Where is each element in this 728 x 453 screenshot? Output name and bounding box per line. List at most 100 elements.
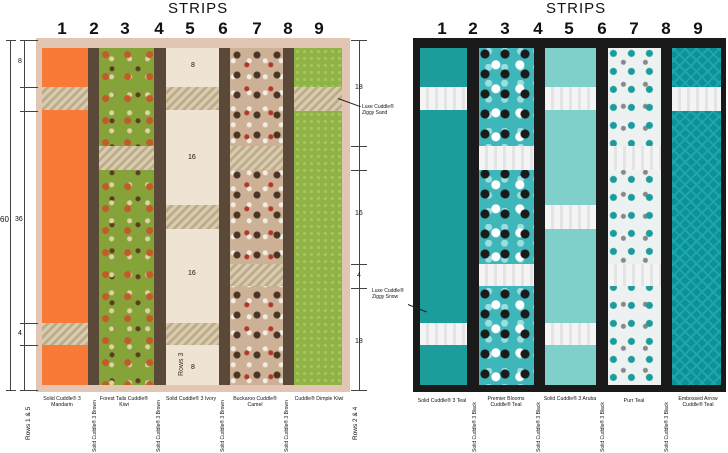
ziggy-snow-band	[545, 87, 596, 110]
strip-brown	[219, 48, 230, 385]
strip-number: 3	[500, 19, 510, 38]
strip-number: 7	[252, 19, 262, 38]
dim-right-18: 18	[355, 338, 363, 345]
dim-tick	[20, 323, 38, 324]
ziggy-sand-band	[230, 264, 283, 286]
strip-number: 2	[468, 19, 478, 38]
dim-tick	[351, 40, 367, 41]
dim-tick	[20, 40, 38, 41]
label-strip-5: Solid Cuddle® 3 Ivory	[165, 396, 217, 402]
strip-number: 1	[437, 19, 447, 38]
dim-right-4: 4	[357, 272, 361, 279]
dim-tick	[20, 390, 38, 391]
dim-center-8: 8	[191, 62, 195, 69]
ziggy-snow-band	[545, 323, 596, 345]
ziggy-sand-band	[99, 146, 154, 170]
dim-tick	[20, 345, 38, 346]
label-strip-2: Solid Cuddle® 3 Black	[472, 402, 478, 452]
ziggy-snow-band	[479, 146, 534, 170]
strip-brown	[88, 48, 99, 385]
dim-center-16: 16	[188, 270, 196, 277]
ziggy-sand-band	[166, 323, 219, 345]
strip-forest-tails	[99, 48, 154, 385]
strip-purr-teal	[608, 48, 661, 385]
ziggy-sand-band	[166, 205, 219, 229]
label-strip-1: Solid Cuddle® 3 Teal	[417, 398, 467, 404]
dim-4: 4	[18, 330, 22, 337]
strip-brown	[283, 48, 294, 385]
strip-brown	[154, 48, 166, 385]
label-strip-8: Solid Cuddle® 3 Brown	[284, 400, 290, 452]
strip-number: 2	[89, 19, 99, 38]
dim-tick	[20, 111, 38, 112]
dim-tick	[6, 40, 16, 41]
label-strip-4: Solid Cuddle® 3 Black	[536, 402, 542, 452]
label-strip-9: Cuddle® Dimple Kiwi	[294, 396, 344, 402]
ziggy-sand-band	[294, 87, 342, 111]
dim-line	[359, 40, 360, 390]
left-title: STRIPS	[168, 0, 229, 17]
ziggy-snow-band	[608, 264, 661, 286]
right-quilt	[413, 38, 726, 392]
dim-tick	[20, 87, 38, 88]
strip-dimple-kiwi	[294, 48, 342, 385]
strip-number: 4	[154, 19, 164, 38]
label-strip-4: Solid Cuddle® 3 Brown	[156, 400, 162, 452]
dim-tick	[6, 390, 16, 391]
label-strip-8: Solid Cuddle® 3 Black	[664, 402, 670, 452]
strip-number: 6	[597, 19, 607, 38]
ziggy-snow-band	[672, 87, 721, 111]
dim-tick	[351, 170, 367, 171]
dim-center-8: 8	[191, 364, 195, 371]
label-strip-3: Forest Tails Cuddle® Kiwi	[99, 396, 149, 408]
dim-line	[10, 40, 11, 390]
strip-number: 8	[283, 19, 293, 38]
dim-center-16: 16	[188, 154, 196, 161]
strip-number: 3	[120, 19, 130, 38]
strip-mandarin	[42, 48, 88, 385]
ziggy-sand-band	[230, 146, 283, 170]
strip-number: 9	[693, 19, 703, 38]
label-strip-2: Solid Cuddle® 3 Brown	[92, 400, 98, 452]
ziggy-snow-band	[545, 205, 596, 229]
strip-embossed-arrow	[672, 48, 721, 385]
dim-tick	[351, 264, 367, 265]
dim-tick	[351, 146, 367, 147]
strip-number: 1	[57, 19, 67, 38]
dim-tick	[351, 288, 367, 289]
label-strip-6: Solid Cuddle® 3 Brown	[220, 400, 226, 452]
ziggy-snow-band	[608, 146, 661, 170]
dim-36: 36	[15, 216, 23, 223]
strip-number: 5	[564, 19, 574, 38]
dim-8: 8	[18, 58, 22, 65]
strip-number: 4	[533, 19, 543, 38]
ziggy-sand-band	[42, 87, 88, 110]
label-strip-3: Premier Blooms Cuddle® Teal	[487, 396, 525, 408]
label-strip-7: Buckaroo Cuddle® Camel	[233, 396, 277, 408]
label-strip-9: Embossed Arrow Cuddle® Teal	[678, 396, 718, 408]
callout-ziggy-snow: Luxe Cuddle® Ziggy Snow	[372, 288, 404, 300]
dim-tick	[351, 390, 367, 391]
strip-number: 6	[218, 19, 228, 38]
strip-number: 5	[185, 19, 195, 38]
label-strip-6: Solid Cuddle® 3 Black	[600, 402, 606, 452]
ziggy-sand-band	[166, 87, 219, 110]
label-strip-7: Purr Teal	[623, 398, 645, 404]
strip-premier-blooms	[479, 48, 534, 385]
ziggy-snow-band	[420, 87, 467, 110]
strip-buckaroo	[230, 48, 283, 385]
label-strip-1: Solid Cuddle® 3 Mandarin	[43, 396, 81, 408]
rows-1-5-label: Rows 1 & 5	[25, 406, 32, 440]
ziggy-snow-band	[420, 323, 467, 345]
ziggy-sand-band	[42, 323, 88, 345]
strip-number: 8	[661, 19, 671, 38]
rows3-label: Rows 3	[178, 352, 185, 376]
strip-number: 7	[629, 19, 639, 38]
rows-2-4-label: Rows 2 & 4	[352, 406, 359, 440]
strip-aruba	[545, 48, 596, 385]
dim-60: 60	[0, 215, 9, 224]
ziggy-snow-band	[479, 264, 534, 286]
right-title: STRIPS	[546, 0, 607, 17]
dim-right-16: 16	[355, 210, 363, 217]
label-strip-5: Solid Cuddle® 3 Aruba	[543, 396, 597, 402]
